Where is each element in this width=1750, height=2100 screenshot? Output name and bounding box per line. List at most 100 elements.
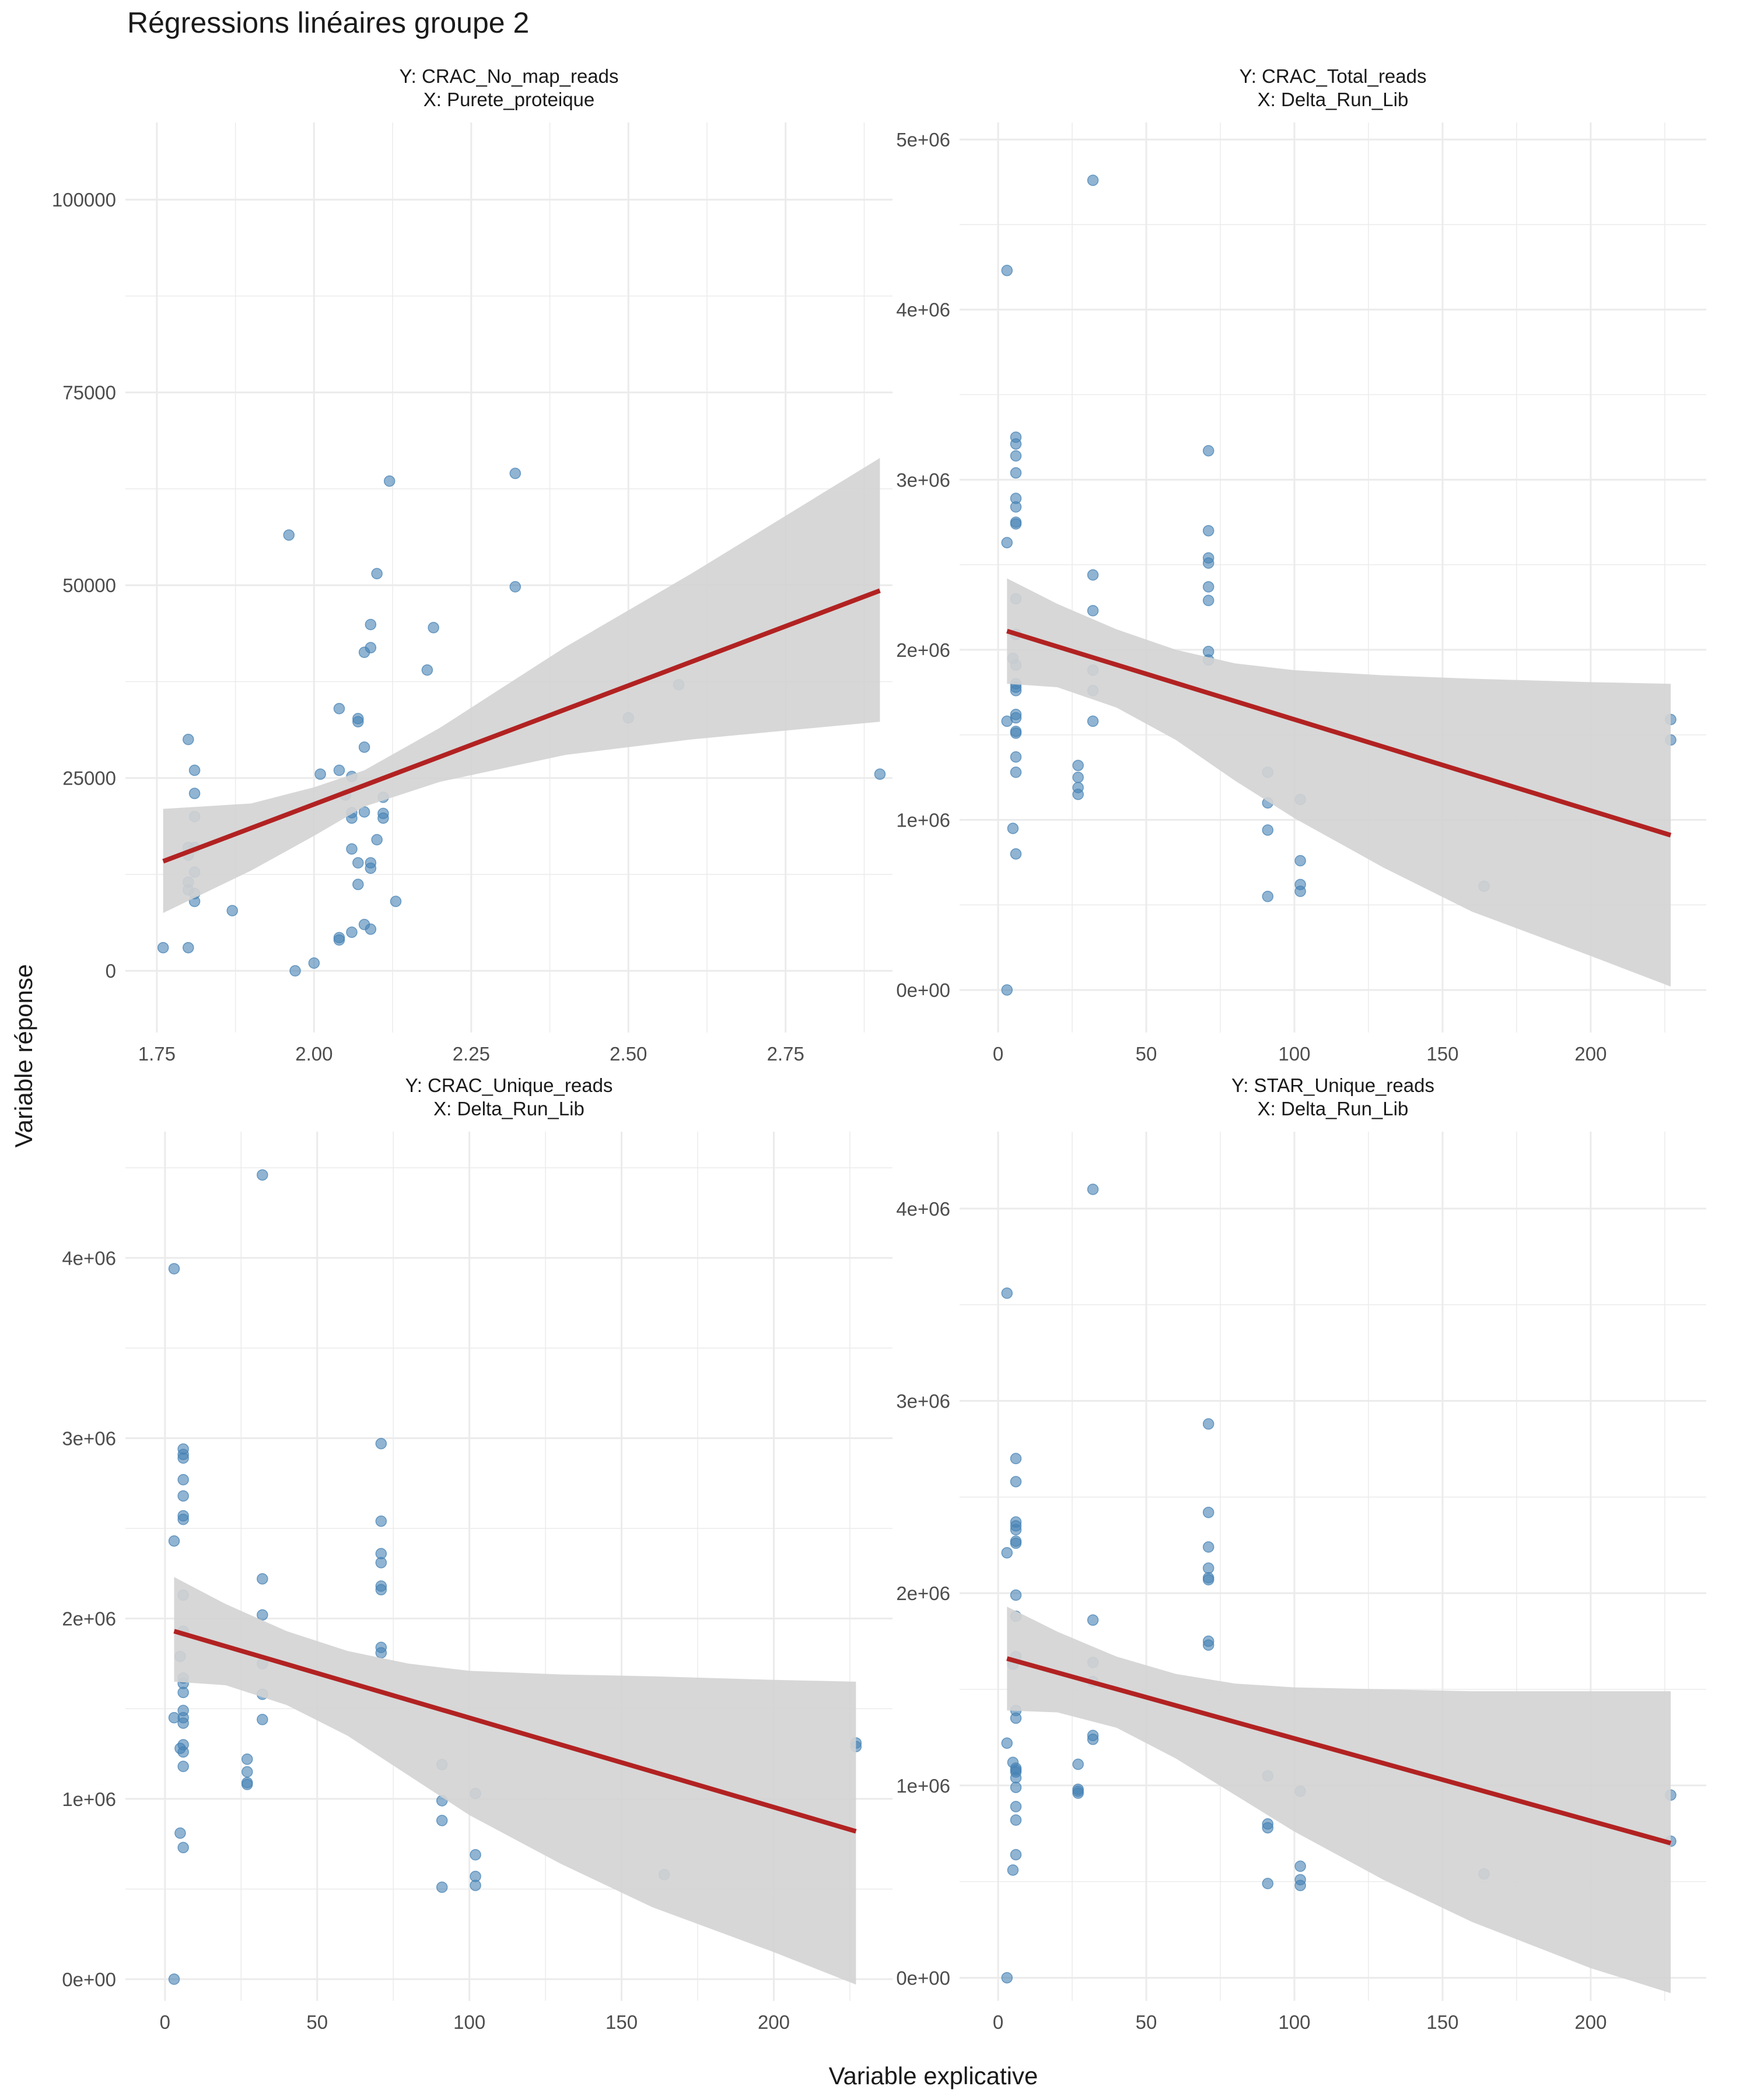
data-point: [1202, 1418, 1214, 1430]
data-point: [157, 942, 169, 954]
x-tick-label: 200: [1574, 2011, 1606, 2033]
data-point: [1001, 1737, 1013, 1749]
data-point: [226, 905, 238, 916]
data-point: [1294, 886, 1306, 897]
data-point: [177, 1490, 189, 1502]
data-point: [241, 1754, 253, 1765]
data-point: [358, 741, 370, 753]
data-point: [1010, 1476, 1022, 1488]
data-point: [257, 1609, 268, 1621]
data-point: [1072, 1758, 1084, 1770]
facet-title-y: Y: CRAC_Unique_reads: [405, 1074, 613, 1096]
data-point: [289, 965, 301, 977]
data-point: [1010, 1849, 1022, 1861]
x-tick-label: 150: [606, 2011, 638, 2033]
data-point: [183, 942, 194, 954]
data-point: [1010, 1589, 1022, 1601]
data-point: [188, 764, 201, 776]
data-point: [1072, 771, 1084, 783]
facet-title-y: Y: CRAC_Total_reads: [1240, 65, 1427, 87]
x-tick-label: 2.00: [295, 1043, 332, 1065]
data-point: [375, 1515, 387, 1527]
data-point: [1010, 1535, 1022, 1547]
data-point: [177, 1513, 189, 1525]
facet-title-y: Y: CRAC_No_map_reads: [399, 65, 618, 87]
data-point: [352, 857, 364, 869]
y-tick-label: 75000: [62, 382, 116, 404]
data-point: [1007, 822, 1019, 834]
y-axis-title: Variable réponse: [10, 964, 37, 1147]
data-point: [241, 1779, 253, 1790]
data-point: [308, 957, 320, 969]
data-point: [177, 1474, 189, 1486]
data-point: [257, 1714, 268, 1726]
x-tick-label: 50: [306, 2011, 328, 2033]
data-point: [1010, 1814, 1022, 1826]
y-tick-label: 2e+06: [896, 1583, 950, 1604]
data-point: [1010, 766, 1022, 778]
regression-line: [1006, 1656, 1672, 1846]
data-point: [1087, 569, 1099, 581]
data-point: [1007, 1864, 1019, 1876]
data-point: [1010, 848, 1022, 860]
data-point: [1072, 789, 1084, 800]
data-point: [1294, 1880, 1306, 1891]
data-point: [1010, 467, 1022, 479]
x-tick-label: 0: [993, 2011, 1003, 2033]
data-point: [371, 834, 383, 846]
y-tick-label: 1e+06: [62, 1788, 116, 1810]
regression-line: [1006, 629, 1672, 838]
data-point: [352, 716, 364, 727]
data-point: [1202, 1639, 1214, 1651]
data-point: [1294, 1860, 1306, 1872]
data-point: [470, 1849, 481, 1861]
facet-title-x: X: Delta_Run_Lib: [1258, 89, 1409, 110]
x-tick-label: 200: [758, 2011, 790, 2033]
data-point: [1010, 712, 1022, 724]
regression-line: [173, 1629, 857, 1834]
facet-title-x: X: Purete_proteique: [424, 89, 595, 110]
data-point: [509, 467, 522, 480]
data-point: [1202, 525, 1214, 537]
y-tick-label: 0: [106, 960, 116, 982]
data-point: [1262, 1822, 1274, 1834]
data-point: [1262, 824, 1274, 836]
data-point: [1087, 1614, 1099, 1626]
data-point: [470, 1880, 481, 1891]
facet-title-x: X: Delta_Run_Lib: [1258, 1098, 1409, 1119]
data-point: [1010, 751, 1022, 763]
data-point: [375, 1647, 387, 1659]
data-point: [333, 764, 345, 776]
data-point: [1001, 1547, 1013, 1559]
y-tick-label: 50000: [62, 575, 116, 596]
data-point: [421, 664, 433, 676]
data-point: [1001, 984, 1013, 996]
y-tick-label: 1e+06: [896, 810, 950, 831]
confidence-band: [174, 1577, 856, 1985]
y-tick-label: 25000: [62, 768, 116, 789]
data-point: [436, 1815, 448, 1826]
x-tick-label: 2.50: [610, 1043, 647, 1065]
data-point: [371, 568, 383, 580]
data-point: [177, 1746, 189, 1758]
data-point: [177, 1717, 189, 1729]
confidence-band: [163, 458, 880, 914]
y-tick-label: 5e+06: [896, 129, 950, 150]
data-point: [1001, 264, 1013, 276]
y-tick-label: 0e+00: [896, 979, 950, 1001]
data-point: [1010, 685, 1022, 696]
data-point: [436, 1881, 448, 1893]
data-point: [333, 702, 345, 715]
data-point: [183, 733, 194, 746]
x-tick-label: 150: [1426, 2011, 1458, 2033]
data-point: [333, 932, 345, 944]
data-point: [168, 1263, 180, 1275]
y-tick-label: 1e+06: [896, 1775, 950, 1797]
data-point: [377, 812, 389, 824]
data-point: [1010, 1772, 1022, 1784]
data-point: [509, 581, 522, 593]
data-point: [257, 1573, 268, 1585]
